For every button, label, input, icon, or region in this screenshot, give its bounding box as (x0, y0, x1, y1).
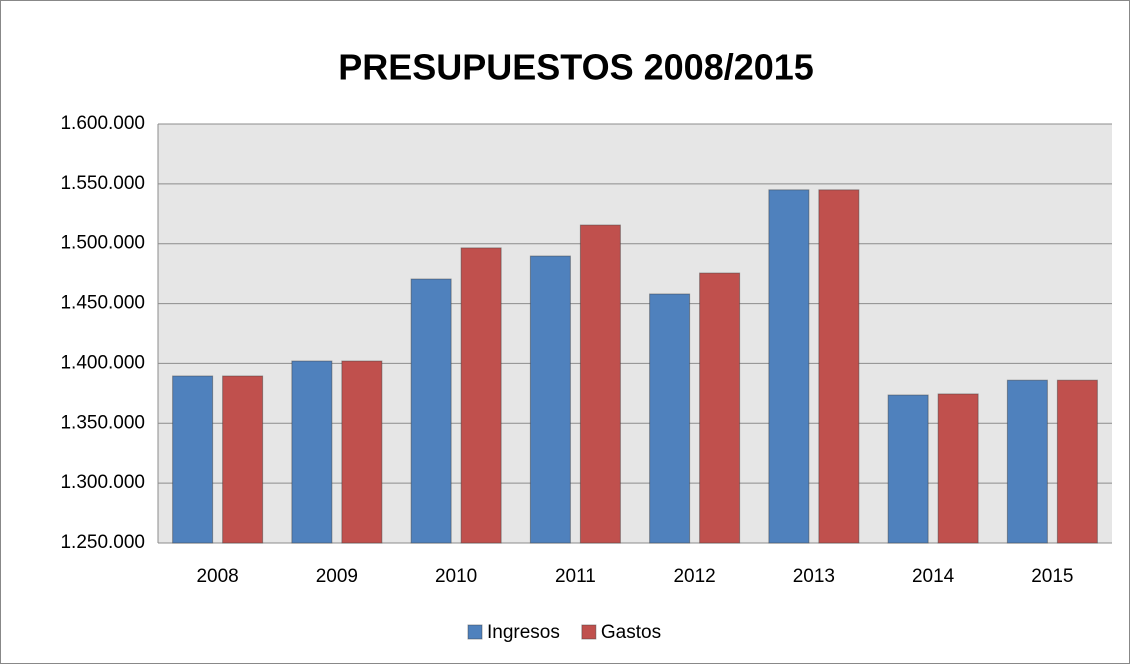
y-tick-label: 1.250.000 (60, 532, 145, 553)
bar (818, 189, 860, 544)
bar (172, 375, 214, 544)
legend-label: Ingresos (487, 622, 560, 643)
chart-title: PRESUPUESTOS 2008/2015 (338, 47, 814, 88)
y-tick-label: 1.550.000 (60, 173, 145, 194)
x-tick-label: 2012 (673, 566, 715, 587)
bar (768, 189, 810, 544)
x-tick-label: 2011 (555, 566, 596, 587)
bar (291, 360, 333, 544)
bar (937, 393, 979, 544)
bar (649, 293, 691, 544)
x-tick-label: 2010 (435, 566, 477, 587)
x-tick-label: 2013 (793, 566, 835, 587)
bar (1006, 379, 1048, 544)
bar (222, 375, 264, 544)
bar (460, 247, 502, 544)
x-tick-label: 2015 (1031, 566, 1073, 587)
y-tick-label: 1.600.000 (60, 113, 145, 134)
y-tick-label: 1.400.000 (60, 352, 145, 373)
legend-swatch (581, 624, 597, 640)
y-tick-label: 1.350.000 (60, 412, 145, 433)
bar (341, 360, 383, 544)
x-tick-label: 2008 (196, 566, 238, 587)
bar (699, 272, 741, 544)
legend-swatch (467, 624, 483, 640)
y-tick-label: 1.500.000 (60, 233, 145, 254)
bar (1056, 379, 1098, 544)
x-tick-label: 2014 (912, 566, 955, 587)
y-tick-label: 1.450.000 (60, 293, 145, 314)
bar (887, 394, 929, 544)
legend-label: Gastos (601, 622, 661, 643)
x-tick-label: 2009 (316, 566, 358, 587)
bar (410, 278, 452, 544)
y-tick-label: 1.300.000 (60, 472, 145, 493)
bar (579, 224, 621, 544)
bar (529, 255, 571, 544)
